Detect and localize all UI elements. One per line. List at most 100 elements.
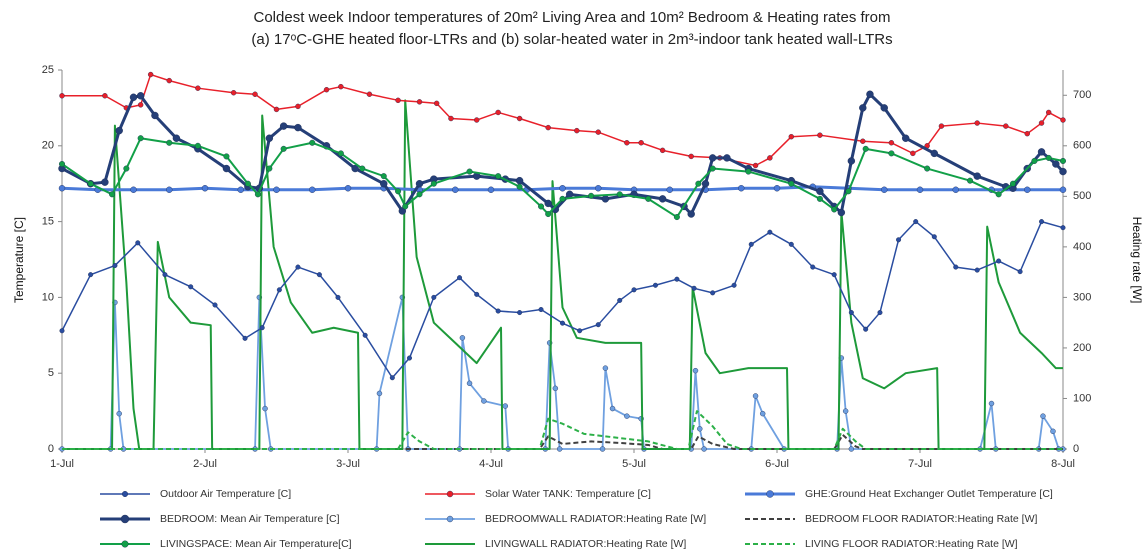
data-point <box>259 325 265 331</box>
data-point <box>273 106 280 113</box>
y-tick-label: 15 <box>42 216 54 228</box>
data-point <box>262 405 268 412</box>
data-point <box>1045 109 1052 116</box>
data-point <box>457 275 463 281</box>
data-point <box>559 185 566 192</box>
data-point <box>760 410 766 417</box>
data-point <box>745 168 752 175</box>
data-point <box>952 186 959 193</box>
data-point <box>266 165 273 172</box>
data-point <box>195 85 201 91</box>
data-point <box>938 123 945 129</box>
y2-tick-label: 100 <box>1073 392 1091 404</box>
data-point <box>430 180 437 187</box>
data-point <box>544 199 552 208</box>
data-point <box>910 150 916 157</box>
data-point <box>552 385 559 392</box>
legend-label: Solar Water TANK: Temperature [C] <box>485 488 651 500</box>
data-point <box>538 203 545 210</box>
data-point <box>466 380 473 387</box>
data-point <box>691 285 697 291</box>
data-point <box>842 408 849 414</box>
data-point <box>788 134 794 140</box>
data-point <box>862 145 869 152</box>
data-point <box>366 91 373 97</box>
data-point <box>816 195 823 202</box>
data-point <box>710 290 716 296</box>
data-point <box>162 272 168 278</box>
data-point <box>222 164 231 173</box>
legend-marker <box>120 514 130 524</box>
data-point <box>602 365 609 371</box>
data-point <box>565 190 574 199</box>
data-point <box>731 282 737 288</box>
data-point <box>1038 120 1045 126</box>
data-point <box>147 71 154 78</box>
data-point <box>1059 186 1067 193</box>
data-point <box>863 326 869 332</box>
data-point <box>788 241 794 247</box>
data-point <box>252 91 258 97</box>
data-point <box>556 446 563 452</box>
x-tick-label: 5-Jul <box>622 458 646 470</box>
data-point <box>831 272 837 278</box>
data-point <box>692 367 699 374</box>
data-point <box>896 237 902 243</box>
y2-axis-title: Heating rate [W] <box>1130 217 1144 304</box>
data-point <box>516 183 523 190</box>
data-point <box>752 162 759 169</box>
y2-tick-label: 600 <box>1073 140 1091 152</box>
data-point <box>888 140 895 146</box>
data-point <box>344 185 352 192</box>
data-point <box>338 83 344 90</box>
legend-marker <box>121 540 129 548</box>
data-point <box>880 104 888 112</box>
data-point <box>431 294 437 300</box>
data-point <box>102 93 108 99</box>
data-point <box>1060 225 1066 231</box>
data-point <box>924 165 931 172</box>
legend-label: LIVINGWALL RADIATOR:Heating Rate [W] <box>485 538 686 550</box>
data-point <box>474 291 480 297</box>
y2-tick-label: 700 <box>1073 89 1091 101</box>
data-point <box>265 134 274 142</box>
data-point <box>601 195 610 203</box>
data-point <box>752 393 759 399</box>
data-point <box>502 403 508 409</box>
data-point <box>116 410 122 417</box>
data-point <box>831 206 838 213</box>
data-point <box>595 322 601 328</box>
y-axis-title: Temperature [C] <box>12 217 26 303</box>
data-point <box>817 132 823 138</box>
data-point <box>276 287 282 293</box>
data-point <box>708 154 717 162</box>
y2-tick-label: 0 <box>1073 443 1079 455</box>
y-tick-label: 10 <box>42 291 54 303</box>
data-point <box>294 123 302 132</box>
data-point <box>673 214 680 221</box>
data-point <box>88 272 94 278</box>
data-point <box>376 390 383 397</box>
data-point <box>1039 219 1045 225</box>
data-point <box>631 287 637 293</box>
data-point <box>748 241 754 247</box>
data-point <box>848 310 854 316</box>
legend-label: BEDROOM FLOOR RADIATOR:Heating Rate [W] <box>805 513 1037 525</box>
chart-title: Coldest week Indoor temperatures of 20m²… <box>254 9 891 26</box>
y2-tick-label: 500 <box>1073 190 1091 202</box>
data-point <box>767 229 773 235</box>
data-point <box>738 185 745 192</box>
data-point <box>280 145 287 152</box>
data-point <box>577 328 583 334</box>
data-point <box>244 180 251 187</box>
legend-marker <box>446 515 454 523</box>
data-point <box>847 157 856 165</box>
data-point <box>395 188 402 195</box>
data-point <box>151 111 159 120</box>
data-point <box>560 320 566 326</box>
data-point <box>516 115 523 122</box>
data-point <box>416 99 423 105</box>
data-point <box>881 186 888 193</box>
data-point <box>697 426 703 432</box>
data-point <box>194 142 201 149</box>
